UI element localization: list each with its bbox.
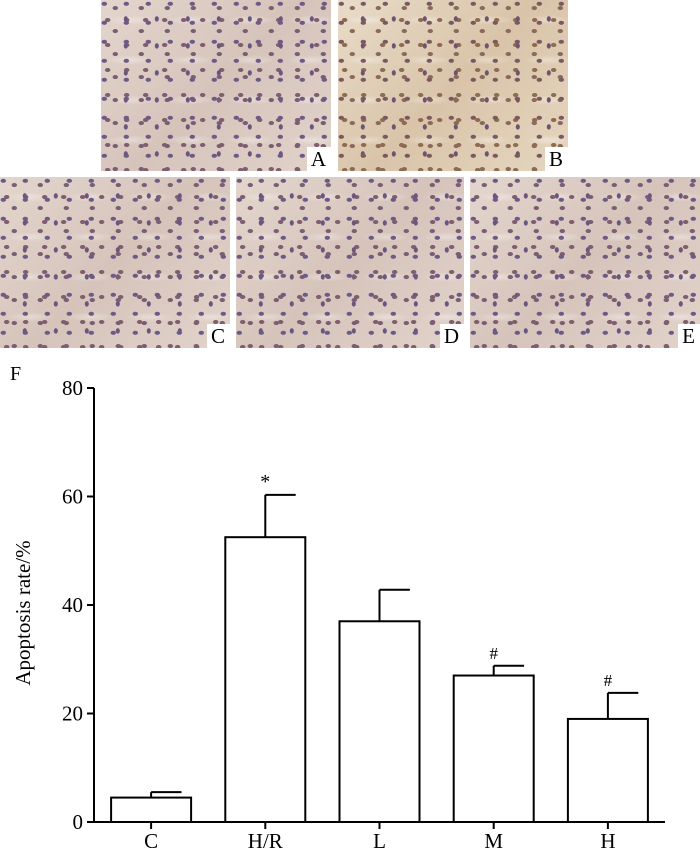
bar <box>452 674 535 823</box>
panel-label-e: E <box>678 324 700 348</box>
micrograph-panel-c: C <box>0 177 230 348</box>
x-tick-label: H <box>600 829 615 850</box>
significance-label: # <box>604 671 613 690</box>
x-tick-label: M <box>484 829 503 850</box>
y-tick-label: 0 <box>73 810 84 834</box>
panel-label-c: C <box>206 324 230 348</box>
significance-label: * <box>260 471 270 493</box>
bar <box>110 796 193 823</box>
panel-label-a: A <box>306 147 331 171</box>
micrograph-panel-d: D <box>236 177 464 348</box>
panel-label-f: F <box>10 363 21 385</box>
micrograph-panel-e: E <box>470 177 700 348</box>
y-tick-label: 20 <box>62 702 83 726</box>
bar <box>338 620 421 823</box>
panel-label-d: D <box>439 324 464 348</box>
y-tick-label: 40 <box>62 593 83 617</box>
y-tick-label: 60 <box>62 485 83 509</box>
y-tick-label: 80 <box>62 376 83 400</box>
micrograph-panel-b: B <box>338 0 568 171</box>
x-tick-label: C <box>144 829 158 850</box>
chart-bars: * # # <box>110 471 649 823</box>
apoptosis-bar-chart: F Apoptosis rate/% 0 20 40 60 80 C H/R L M H * # # <box>10 363 665 850</box>
significance-label: # <box>489 644 498 663</box>
bar <box>224 536 307 823</box>
bar <box>566 717 649 823</box>
x-tick-label: L <box>373 829 386 850</box>
x-tick-label: H/R <box>248 829 283 850</box>
micrograph-panel-a: A <box>101 0 331 171</box>
y-axis-label: Apoptosis rate/% <box>11 540 35 685</box>
panel-label-b: B <box>544 147 568 171</box>
